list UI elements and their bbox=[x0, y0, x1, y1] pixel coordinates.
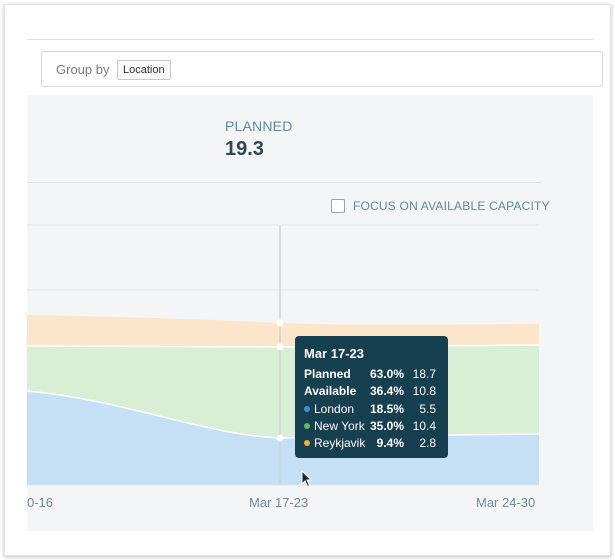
tooltip-row-name: Available bbox=[304, 384, 357, 398]
tooltip-row-new-york: New York 35.0% 10.4 bbox=[304, 419, 444, 435]
hover-point bbox=[276, 434, 284, 442]
tooltip-row-value: 5.5 bbox=[419, 402, 436, 416]
tooltip-row-value: 18.7 bbox=[412, 367, 436, 381]
tooltip-row-pct: 35.0% bbox=[369, 419, 404, 433]
tooltip-row-pct: 63.0% bbox=[369, 367, 404, 381]
groupby-bar: Group by Location bbox=[41, 51, 603, 87]
groupby-label: Group by bbox=[56, 62, 110, 77]
tooltip-row-name: Reykjavik bbox=[314, 436, 366, 450]
hover-point bbox=[276, 343, 284, 351]
stats-divider bbox=[27, 182, 541, 183]
focus-toggle[interactable]: FOCUS ON AVAILABLE CAPACITY bbox=[331, 199, 550, 213]
hover-point bbox=[276, 319, 284, 327]
x-tick-label: 0-16 bbox=[27, 495, 54, 510]
tooltip-row-planned: Planned 63.0% 18.7 bbox=[304, 367, 444, 383]
tooltip-row-value: 10.8 bbox=[412, 384, 436, 398]
focus-checkbox[interactable] bbox=[331, 199, 345, 213]
new-york-dot-icon bbox=[304, 422, 310, 429]
x-tick-label: Mar 17-23 bbox=[249, 495, 309, 510]
tooltip-row-pct: 9.4% bbox=[376, 436, 404, 450]
tooltip-row-name: London bbox=[314, 402, 355, 416]
x-tick-label: Mar 24-30 bbox=[476, 495, 536, 510]
tooltip-row-value: 2.8 bbox=[419, 436, 436, 450]
tooltip-row-pct: 36.4% bbox=[369, 384, 404, 398]
tooltip-row-london: London 18.5% 5.5 bbox=[304, 402, 444, 418]
tooltip-row-value: 10.4 bbox=[412, 419, 436, 433]
groupby-select[interactable]: Location bbox=[117, 60, 171, 80]
planned-value: 19.3 bbox=[225, 138, 264, 160]
tooltip-row-name: Planned bbox=[304, 367, 351, 381]
mouse-cursor-icon bbox=[301, 470, 313, 488]
focus-label: FOCUS ON AVAILABLE CAPACITY bbox=[353, 199, 550, 213]
tooltip-row-reykjavik: Reykjavik 9.4% 2.8 bbox=[304, 436, 444, 452]
tooltip-row-available: Available 36.4% 10.8 bbox=[304, 384, 444, 400]
london-dot-icon bbox=[304, 405, 310, 412]
chart-tooltip: Mar 17-23 Planned 63.0% 18.7 Available 3… bbox=[295, 336, 448, 458]
tooltip-row-pct: 18.5% bbox=[369, 402, 404, 416]
toolbar-divider bbox=[27, 39, 593, 40]
planned-label: PLANNED bbox=[225, 118, 293, 134]
reykjavik-dot-icon bbox=[304, 439, 310, 446]
tooltip-row-name: New York bbox=[314, 419, 365, 433]
available-area bbox=[27, 315, 539, 347]
tooltip-title: Mar 17-23 bbox=[304, 346, 364, 361]
app-frame: Group by Location PLANNED 19.3 FOCUS ON … bbox=[4, 4, 611, 556]
